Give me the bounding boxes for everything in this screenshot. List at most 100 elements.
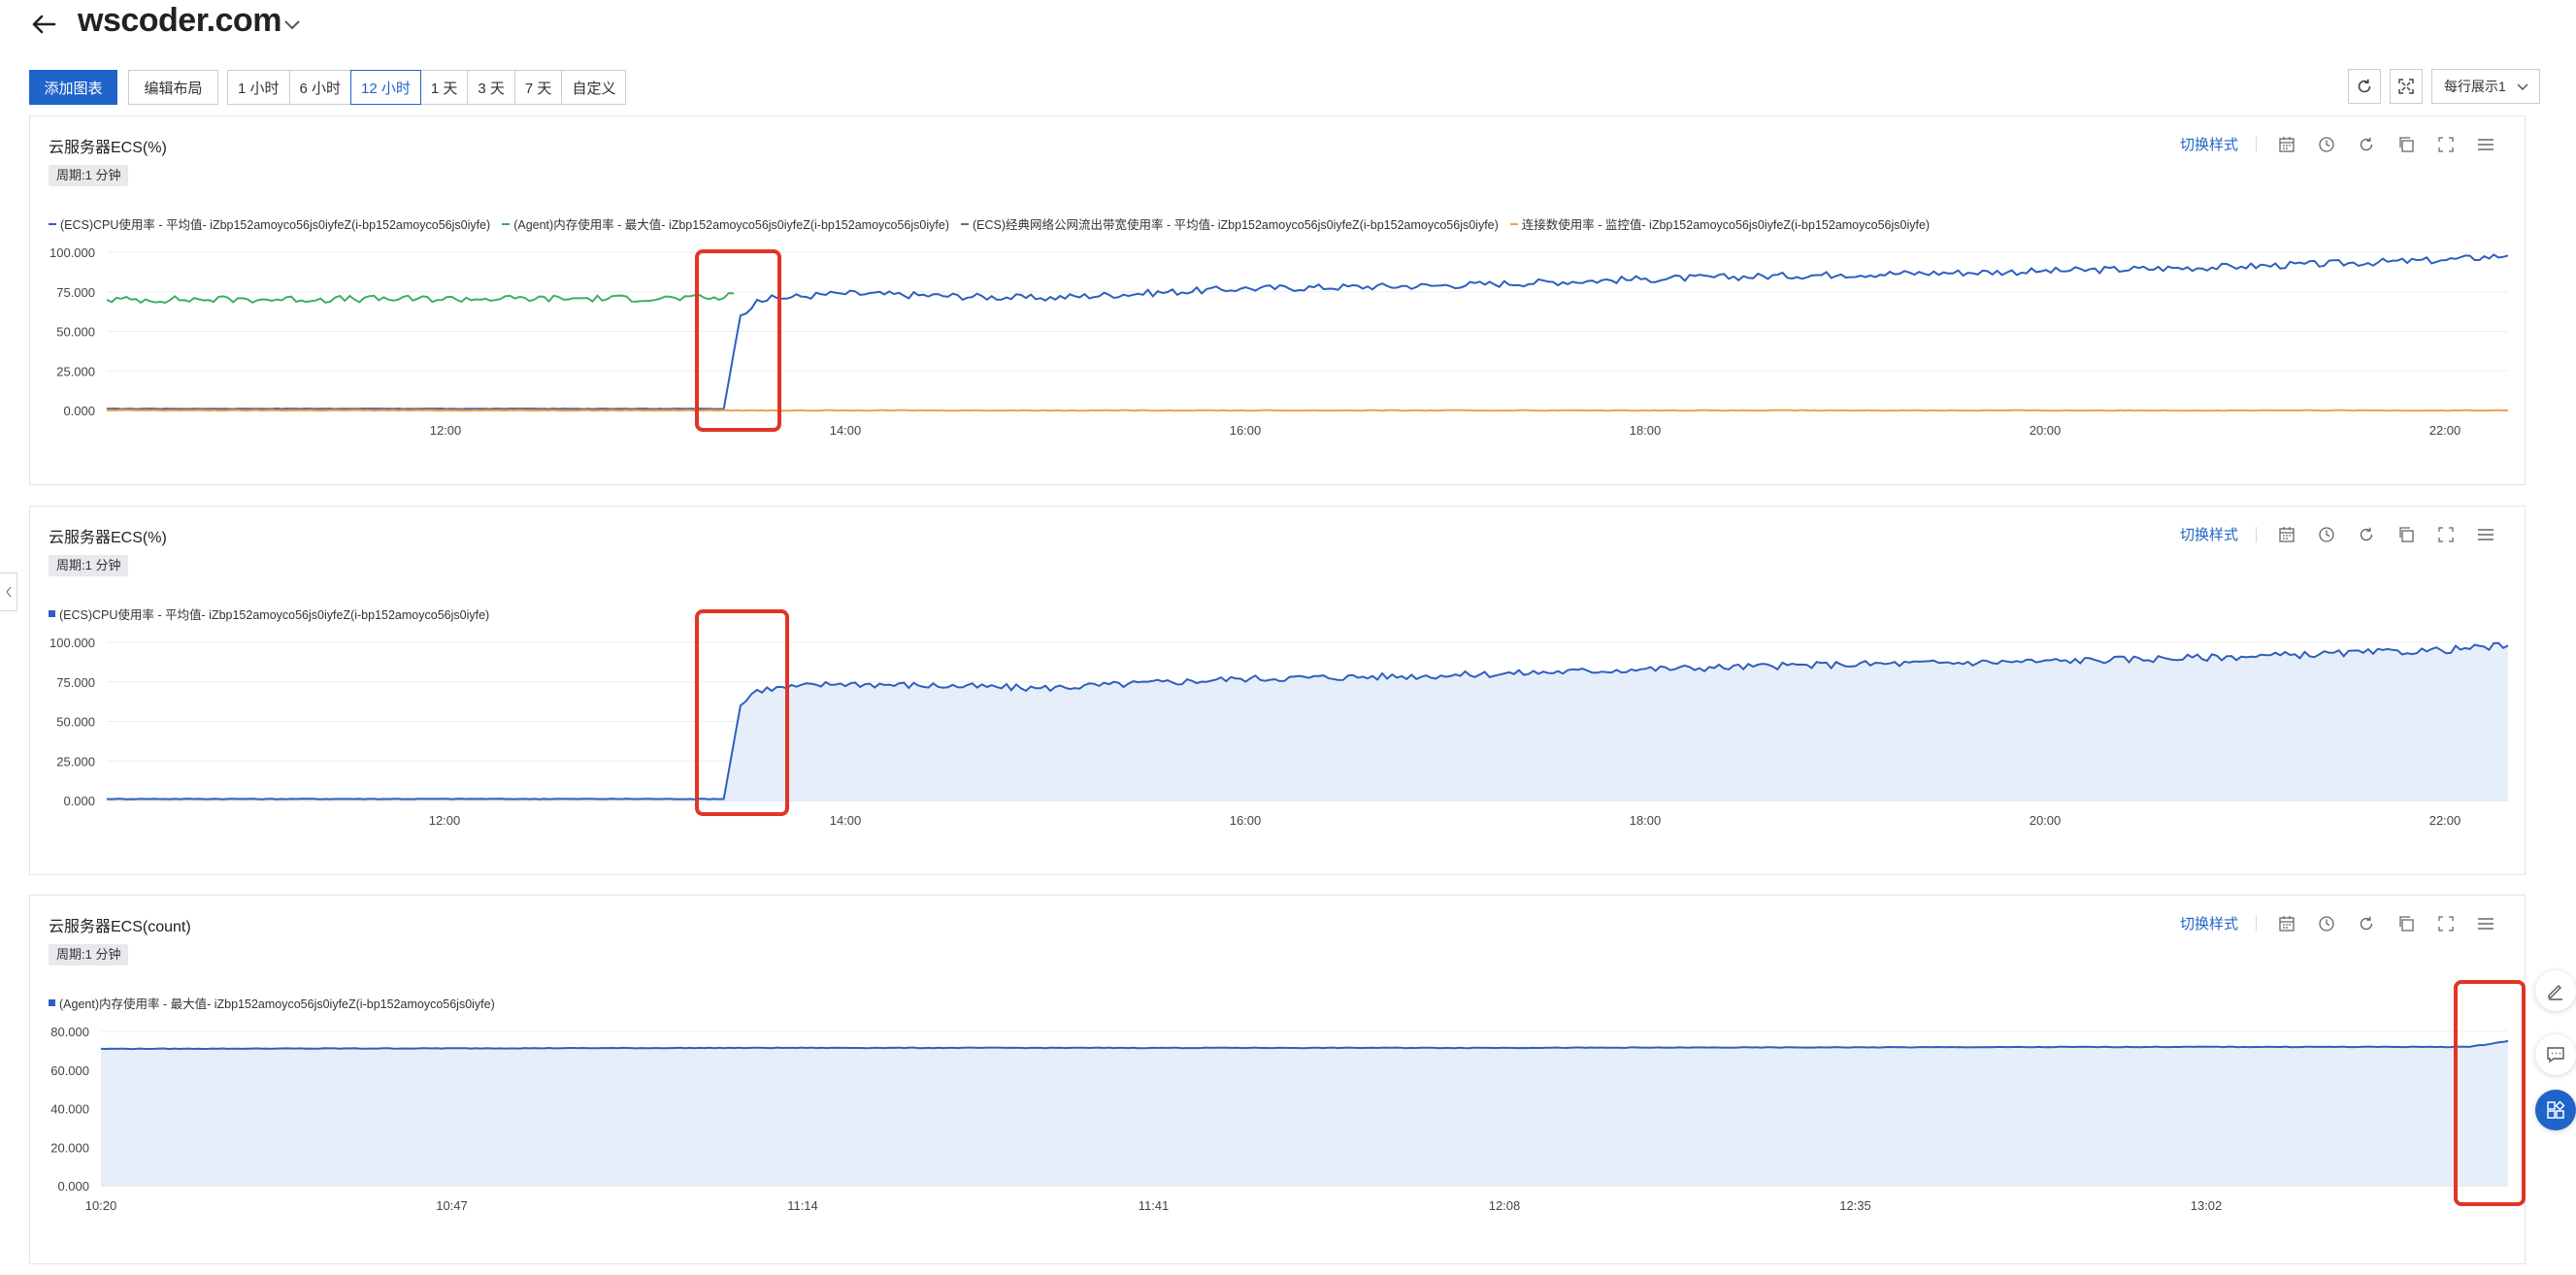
chevron-left-icon [5, 586, 12, 598]
panel-title: 云服务器ECS(%) [49, 140, 167, 156]
y-tick-label: 40.000 [50, 1102, 89, 1117]
legend-swatch [1509, 222, 1518, 225]
rows-per-line-select[interactable]: 每行展示1 [2431, 69, 2540, 104]
y-tick-label: 0.000 [63, 404, 95, 418]
x-tick-label: 12:08 [1489, 1198, 1521, 1213]
range-6h-button[interactable]: 6 小时 [288, 70, 352, 105]
edit-layout-button[interactable]: 编辑布局 [128, 70, 218, 105]
x-tick-label: 22:00 [2429, 813, 2461, 828]
panel-title: 云服务器ECS(%) [49, 530, 167, 546]
chat-icon [2547, 1047, 2564, 1063]
x-tick-label: 11:14 [787, 1198, 818, 1213]
copy-icon[interactable] [2396, 525, 2416, 544]
legend-label: (ECS)CPU使用率 - 平均值- iZbp152amoyco56js0iyf… [59, 608, 490, 622]
area-chart: 100.000 75.000 50.000 25.000 0.000 12:00 14:00… [50, 609, 2509, 828]
expand-icon[interactable] [2436, 525, 2456, 544]
x-tick-label: 14:00 [830, 813, 862, 828]
legend-item[interactable]: 连接数使用率 - 监控值- iZbp152amoyco56js0iyfeZ(i-… [1509, 214, 1931, 233]
expand-icon[interactable] [2436, 135, 2456, 154]
legend-item[interactable]: (ECS)CPU使用率 - 平均值- iZbp152amoyco56js0iyf… [49, 605, 489, 623]
range-7d-button[interactable]: 7 天 [513, 70, 563, 105]
refresh-button[interactable] [2348, 69, 2381, 104]
legend-label: (ECS)经典网络公网流出带宽使用率 - 平均值- iZbp152amoyco5… [972, 218, 1499, 232]
highlight-box [695, 609, 789, 816]
legend-label: (ECS)CPU使用率 - 平均值- iZbp152amoyco56js0iyf… [60, 218, 491, 232]
series-line [106, 253, 2509, 410]
range-12h-button[interactable]: 12 小时 [350, 70, 421, 105]
fullscreen-button[interactable] [2390, 69, 2423, 104]
chart-legend: (ECS)CPU使用率 - 平均值- iZbp152amoyco56js0iyf… [49, 605, 501, 623]
expand-icon[interactable] [2436, 914, 2456, 933]
x-tick-label: 12:00 [430, 423, 462, 438]
range-3d-button[interactable]: 3 天 [467, 70, 515, 105]
menu-icon[interactable] [2476, 525, 2495, 544]
sidebar-collapse-button[interactable] [0, 572, 17, 611]
series-area [101, 1040, 2508, 1186]
rows-per-line-value: 每行展示1 [2444, 79, 2506, 94]
x-tick-label: 20:00 [2030, 813, 2062, 828]
y-tick-label: 25.000 [56, 754, 95, 768]
x-tick-label: 11:41 [1139, 1198, 1170, 1213]
legend-item[interactable]: (Agent)内存使用率 - 最大值- iZbp152amoyco56js0iy… [49, 994, 495, 1012]
menu-icon[interactable] [2476, 914, 2495, 933]
chart-legend: (ECS)CPU使用率 - 平均值- iZbp152amoyco56js0iyf… [49, 214, 1941, 233]
y-tick-label: 50.000 [56, 715, 95, 730]
divider [2256, 915, 2257, 932]
calendar-icon[interactable] [2277, 135, 2296, 154]
y-tick-label: 80.000 [50, 1025, 89, 1039]
x-tick-label: 10:47 [436, 1198, 468, 1213]
panel-toolbar: 切换样式 [2180, 134, 2495, 154]
feedback-float-button[interactable] [2535, 1034, 2576, 1075]
chevron-down-icon[interactable] [281, 14, 303, 35]
chevron-down-icon [2517, 83, 2528, 91]
refresh-icon[interactable] [2357, 135, 2376, 154]
x-tick-label: 18:00 [1630, 813, 1662, 828]
menu-icon[interactable] [2476, 135, 2495, 154]
period-badge: 周期:1 分钟 [49, 555, 129, 576]
calendar-icon[interactable] [2277, 914, 2296, 933]
line-chart: 100.000 75.000 50.000 25.000 0.000 12:00 14:00… [50, 245, 2509, 438]
legend-label: (Agent)内存使用率 - 最大值- iZbp152amoyco56js0iy… [513, 218, 949, 232]
edit-float-button[interactable] [2535, 970, 2576, 1011]
clock-icon[interactable] [2317, 525, 2336, 544]
refresh-icon[interactable] [2357, 525, 2376, 544]
range-1h-button[interactable]: 1 小时 [227, 70, 290, 105]
refresh-icon[interactable] [2357, 914, 2376, 933]
legend-item[interactable]: (ECS)CPU使用率 - 平均值- iZbp152amoyco56js0iyf… [49, 214, 490, 233]
y-tick-label: 60.000 [50, 1063, 89, 1078]
x-tick-label: 10:20 [85, 1198, 117, 1213]
switch-style-link[interactable]: 切换样式 [2179, 137, 2238, 153]
highlight-box [2454, 980, 2526, 1206]
y-tick-label: 100.000 [50, 636, 95, 650]
copy-icon[interactable] [2396, 914, 2416, 933]
y-tick-label: 100.000 [50, 245, 95, 260]
x-tick-label: 16:00 [1230, 423, 1262, 438]
range-custom-button[interactable]: 自定义 [561, 70, 627, 105]
x-tick-label: 20:00 [2030, 423, 2062, 438]
legend-item[interactable]: (Agent)内存使用率 - 最大值- iZbp152amoyco56js0iy… [502, 214, 949, 233]
x-tick-label: 12:00 [429, 813, 461, 828]
clock-icon[interactable] [2317, 914, 2336, 933]
highlight-box [695, 249, 781, 432]
page-header: wscoder.com [0, 0, 2576, 49]
switch-style-link[interactable]: 切换样式 [2179, 527, 2238, 543]
clock-icon[interactable] [2317, 135, 2336, 154]
x-tick-label: 18:00 [1630, 423, 1662, 438]
refresh-icon [2358, 79, 2371, 93]
range-1d-button[interactable]: 1 天 [419, 70, 469, 105]
copy-icon[interactable] [2396, 135, 2416, 154]
panel-toolbar: 切换样式 [2180, 913, 2495, 933]
y-tick-label: 25.000 [56, 364, 95, 378]
toolbar: 添加图表 编辑布局 1 小时 6 小时 12 小时 1 天 3 天 7 天 自定… [29, 69, 627, 106]
arrow-left-icon[interactable] [27, 8, 60, 41]
calendar-icon[interactable] [2277, 525, 2296, 544]
add-chart-button[interactable]: 添加图表 [29, 70, 117, 105]
panel-title: 云服务器ECS(count) [49, 919, 191, 935]
switch-style-link[interactable]: 切换样式 [2179, 916, 2238, 932]
apps-float-button[interactable] [2535, 1090, 2576, 1130]
y-tick-label: 75.000 [56, 675, 95, 690]
legend-label: 连接数使用率 - 监控值- iZbp152amoyco56js0iyfeZ(i-… [1521, 218, 1931, 232]
legend-item[interactable]: (ECS)经典网络公网流出带宽使用率 - 平均值- iZbp152amoyco5… [960, 214, 1499, 233]
legend-label: (Agent)内存使用率 - 最大值- iZbp152amoyco56js0iy… [59, 997, 495, 1011]
y-tick-label: 20.000 [50, 1140, 89, 1155]
